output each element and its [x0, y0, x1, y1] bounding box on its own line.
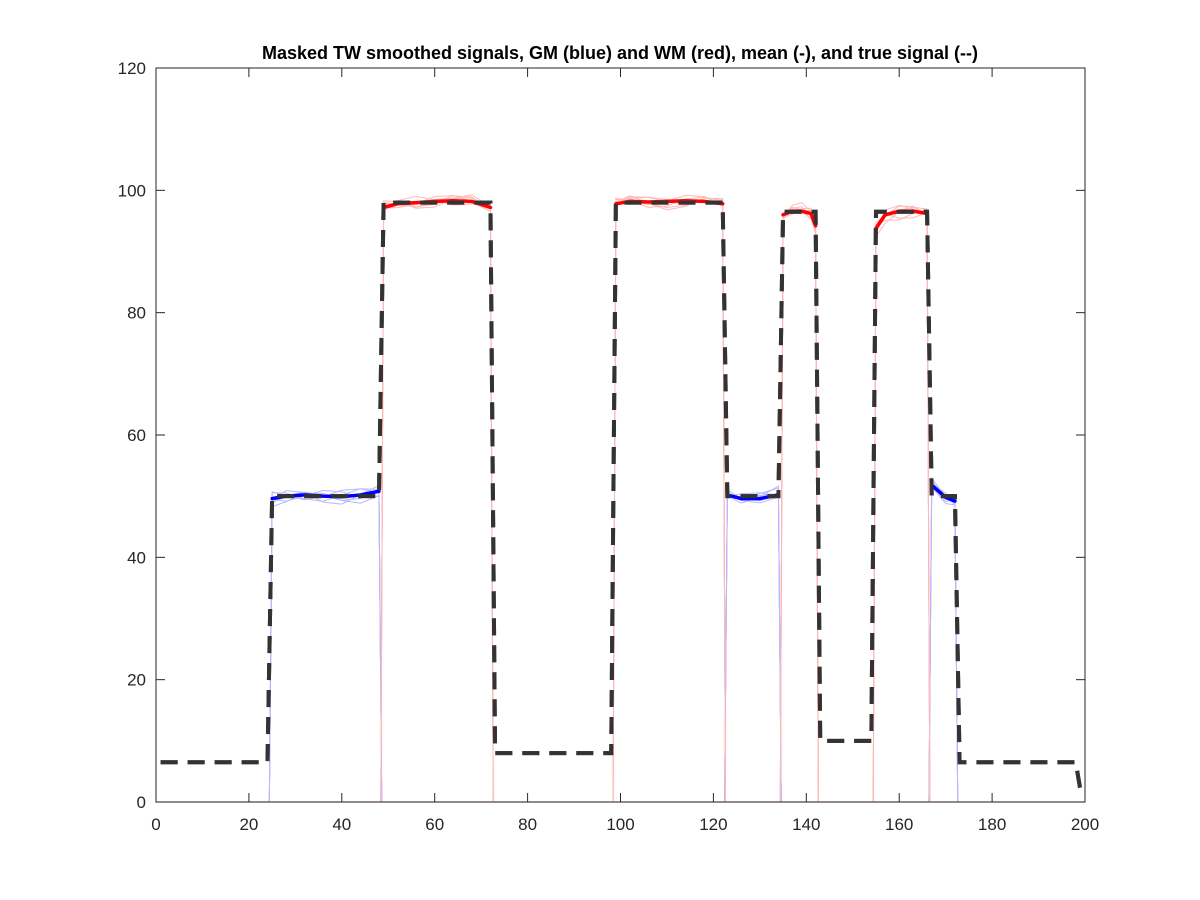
y-tick-label: 60	[127, 426, 146, 445]
individual-signal	[268, 488, 383, 803]
individual-signal	[612, 198, 726, 803]
individual-signal	[612, 195, 726, 803]
individual-signal	[872, 211, 931, 803]
individual-signal	[268, 489, 383, 803]
individual-signal	[724, 492, 782, 803]
individual-signal	[724, 485, 782, 803]
individual-signal	[779, 209, 819, 803]
x-tick-label: 180	[978, 815, 1006, 834]
x-tick-label: 0	[151, 815, 160, 834]
individual-signal	[268, 484, 383, 803]
individual-signal	[928, 482, 959, 803]
individual-signal	[612, 196, 726, 803]
individual-signal	[380, 195, 494, 803]
x-tick-label: 160	[885, 815, 913, 834]
y-tick-label: 0	[137, 793, 146, 812]
plot-area-frame	[155, 67, 1086, 803]
individual-signal	[928, 485, 959, 803]
individual-signal	[724, 487, 782, 803]
true-signal-line-overlay	[160, 200, 1083, 791]
y-tick-label: 40	[127, 548, 146, 567]
individual-signal	[612, 194, 726, 803]
y-tick-label: 80	[127, 304, 146, 323]
individual-signal	[872, 208, 931, 803]
individual-signal	[268, 489, 383, 803]
individual-signal	[779, 207, 819, 803]
mean-signal-series	[160, 198, 1083, 791]
individual-signal	[779, 206, 819, 803]
individual-signal	[268, 488, 383, 803]
individual-signal	[928, 476, 959, 803]
y-tick-label: 20	[127, 671, 146, 690]
axis-ticks: 0 20 40 60 80 100 120 140 160 180 200 0 20 40 60 80 100 1…	[118, 59, 1100, 834]
x-tick-label: 140	[792, 815, 820, 834]
individual-signal	[724, 492, 782, 803]
individual-signal	[380, 194, 494, 803]
individual-signal	[779, 206, 819, 803]
individual-signal	[928, 483, 959, 803]
individual-signal	[872, 204, 931, 803]
x-tick-label: 20	[239, 815, 258, 834]
x-tick-label: 80	[518, 815, 537, 834]
y-tick-label: 120	[118, 59, 146, 78]
individual-signal	[928, 486, 959, 803]
individual-signal	[612, 196, 726, 803]
individual-signal	[380, 195, 494, 803]
individual-signal	[872, 205, 931, 803]
x-tick-label: 120	[699, 815, 727, 834]
individual-signal	[380, 197, 494, 803]
x-tick-label: 40	[332, 815, 351, 834]
x-tick-label: 200	[1071, 815, 1099, 834]
individual-signal	[872, 206, 931, 803]
individual-signal	[268, 492, 383, 803]
individual-signal	[612, 196, 726, 803]
individual-signal	[779, 201, 819, 803]
individual-signal	[724, 492, 782, 803]
x-tick-label: 100	[606, 815, 634, 834]
individual-signal	[380, 198, 494, 803]
individual-signal	[779, 209, 819, 803]
chart-title: Masked TW smoothed signals, GM (blue) an…	[262, 43, 978, 63]
x-tick-label: 60	[425, 815, 444, 834]
individual-signal	[872, 206, 931, 803]
individual-signal	[380, 195, 494, 803]
individual-signal	[724, 489, 782, 803]
individual-signal	[928, 479, 959, 803]
y-tick-label: 100	[118, 181, 146, 200]
